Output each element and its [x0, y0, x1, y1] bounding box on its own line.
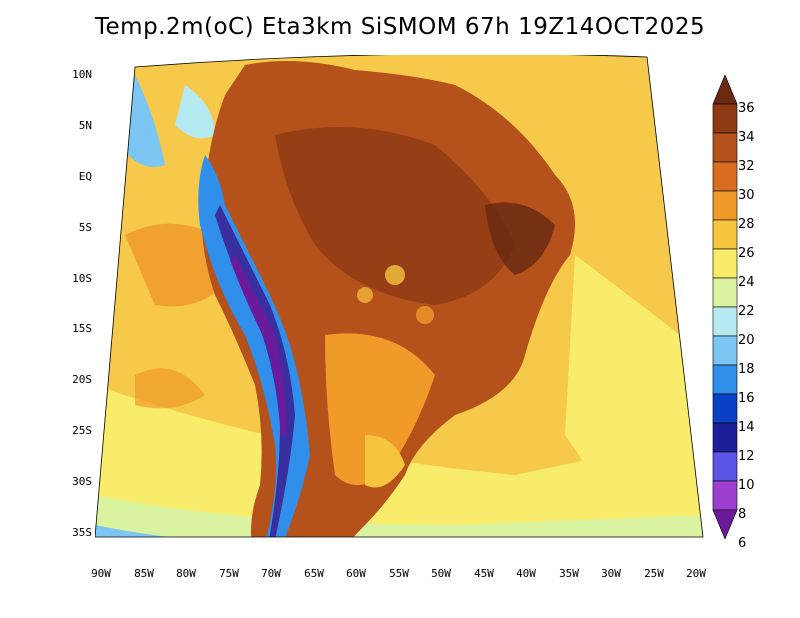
colorbar-segment — [712, 277, 738, 308]
lon-label-90w: 90W — [91, 567, 111, 580]
temperature-map — [94, 53, 705, 562]
colorbar-segment — [712, 393, 738, 424]
lon-label-85w: 85W — [134, 567, 154, 580]
colorbar-segment — [712, 248, 738, 279]
map-svg — [94, 53, 705, 562]
lon-label-45w: 45W — [474, 567, 494, 580]
lat-label-20s: 20S — [72, 373, 92, 386]
colorbar-segment — [712, 364, 738, 395]
colorbar-label-36: 36 — [738, 101, 755, 116]
lon-label-40w: 40W — [516, 567, 536, 580]
colorbar-label-28: 28 — [738, 217, 755, 232]
lon-label-50w: 50W — [431, 567, 451, 580]
lat-label-30s: 30S — [72, 475, 92, 488]
colorbar-segment — [712, 190, 738, 221]
lat-label-5n: 5N — [78, 119, 92, 132]
colorbar-top-triangle — [712, 75, 738, 105]
colorbar-segment — [712, 335, 738, 366]
lat-label-5s: 5S — [78, 221, 92, 234]
colorbar-label-20: 20 — [738, 333, 755, 348]
colorbar-segment — [712, 422, 738, 453]
lon-label-25w: 25W — [644, 567, 664, 580]
map-title: Temp.2m(oC) Eta3km SiSMOM 67h 19Z14OCT20… — [94, 14, 706, 40]
lat-label-25s: 25S — [72, 424, 92, 437]
colorbar-label-16: 16 — [738, 391, 755, 406]
colorbar-label-8: 8 — [738, 507, 747, 522]
colorbar-segment — [712, 480, 738, 511]
lon-label-60w: 60W — [346, 567, 366, 580]
colorbar-segment — [712, 451, 738, 482]
lon-label-35w: 35W — [559, 567, 579, 580]
colorbar-label-6: 6 — [738, 536, 747, 551]
lat-label-10n: 10N — [72, 68, 92, 81]
colorbar-label-26: 26 — [738, 246, 755, 261]
colorbar-label-24: 24 — [738, 275, 755, 290]
lat-label-15s: 15S — [72, 322, 92, 335]
lat-label-eq: EQ — [78, 170, 92, 183]
colorbar-label-18: 18 — [738, 362, 755, 377]
colorbar-segment — [712, 132, 738, 163]
colorbar-label-12: 12 — [738, 449, 755, 464]
lon-label-75w: 75W — [219, 567, 239, 580]
colorbar-label-14: 14 — [738, 420, 755, 435]
lon-label-80w: 80W — [176, 567, 196, 580]
lon-label-30w: 30W — [601, 567, 621, 580]
colorbar-bottom-triangle — [712, 509, 738, 540]
colorbar-label-10: 10 — [738, 478, 755, 493]
lat-label-35s: 35S — [72, 526, 92, 539]
lat-label-10s: 10S — [72, 272, 92, 285]
colorbar-segment — [712, 103, 738, 134]
lon-label-70w: 70W — [261, 567, 281, 580]
lon-label-65w: 65W — [304, 567, 324, 580]
colorbar-segment — [712, 219, 738, 250]
colorbar — [712, 75, 738, 540]
colorbar-label-32: 32 — [738, 159, 755, 174]
colorbar-label-34: 34 — [738, 130, 755, 145]
colorbar-segment — [712, 306, 738, 337]
colorbar-segment — [712, 161, 738, 192]
colorbar-label-22: 22 — [738, 304, 755, 319]
colorbar-label-30: 30 — [738, 188, 755, 203]
lon-label-20w: 20W — [686, 567, 706, 580]
lon-label-55w: 55W — [389, 567, 409, 580]
